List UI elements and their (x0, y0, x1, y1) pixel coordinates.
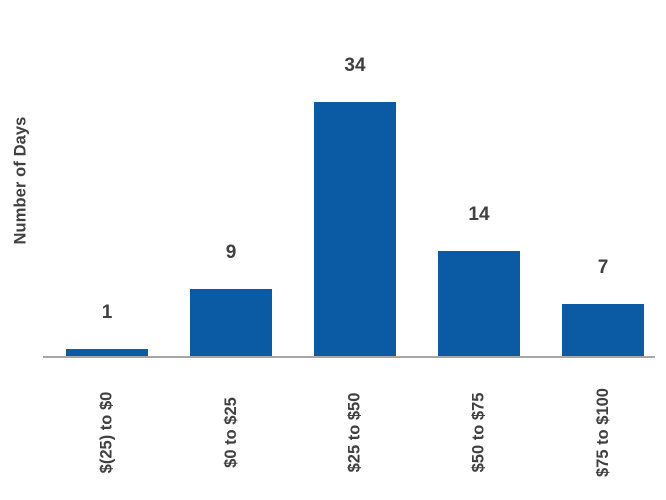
category-label-text: $0 to $25 (221, 397, 240, 468)
category-label: $0 to $25 (190, 362, 272, 500)
bar[interactable] (314, 102, 396, 356)
bar[interactable] (438, 251, 520, 356)
category-label-text: $75 to $100 (593, 388, 612, 477)
bar[interactable] (562, 304, 644, 356)
bar-value-label: 14 (468, 204, 490, 225)
category-label-text: $(25) to $0 (97, 391, 116, 474)
category-axis-labels: $(25) to $0 $0 to $25 $25 to $50 $50 to … (43, 362, 655, 500)
bar[interactable] (190, 289, 272, 356)
category-axis-line (43, 356, 655, 358)
bar-value-label: 34 (344, 55, 366, 76)
category-label: $75 to $100 (562, 362, 644, 500)
y-axis-title: Number of Days (0, 0, 42, 360)
bar-value-label: 7 (597, 257, 609, 278)
category-label: $25 to $50 (314, 362, 396, 500)
category-label-text: $50 to $75 (469, 392, 488, 473)
bar-value-label: 1 (101, 302, 113, 323)
bar-value-label: 9 (225, 242, 237, 263)
category-label: $50 to $75 (438, 362, 520, 500)
category-label: $(25) to $0 (66, 362, 148, 500)
plot-area: 1 9 34 14 7 (43, 0, 655, 358)
y-axis-title-text: Number of Days (11, 116, 30, 244)
bar[interactable] (66, 349, 148, 356)
category-label-text: $25 to $50 (345, 392, 364, 473)
